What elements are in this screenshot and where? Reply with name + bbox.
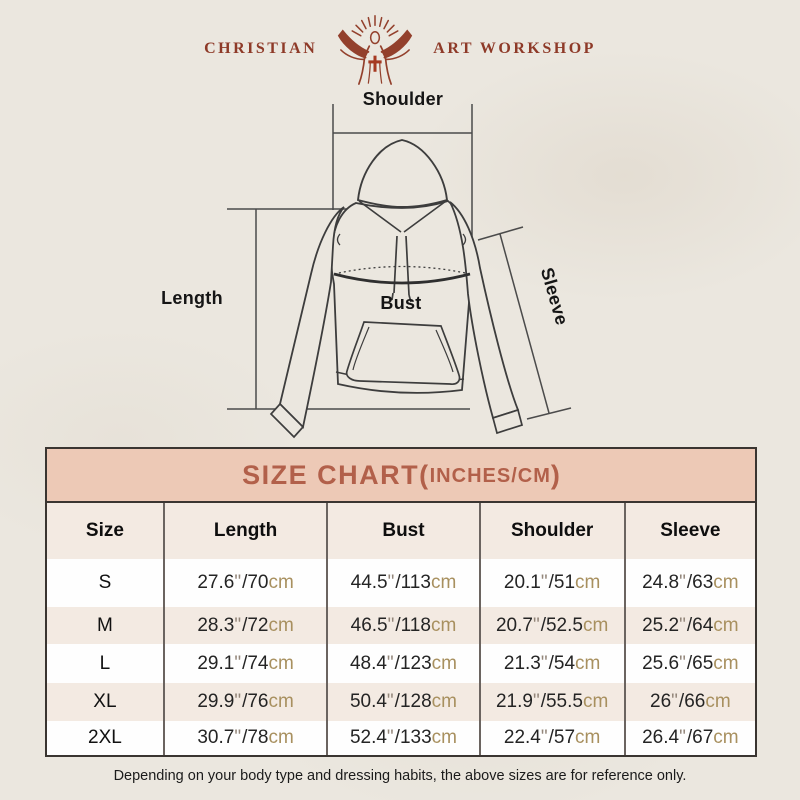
cell-shoulder: 21.3"/54cm (479, 644, 626, 683)
seam-curls (336, 233, 467, 246)
cell-size: 2XL (47, 721, 165, 755)
cell-bust: 52.4"/133cm (327, 721, 481, 755)
left-sleeve (279, 206, 345, 429)
cell-sleeve: 25.2"/64cm (642, 614, 739, 636)
table-row: 2XL 30.7"/78cm 52.4"/133cm 22.4"/57cm 26.4"/… (47, 721, 755, 755)
jesus-figure-icon (338, 15, 413, 85)
cell-shoulder: 21.9"/55.5cm (479, 683, 626, 721)
hoodie-measurement-diagram: Shoulder Length Bust Sleeve (0, 88, 800, 448)
col-header-sleeve: Sleeve (660, 520, 721, 541)
logo-text-right: ART WORKSHOP (433, 40, 596, 57)
table-row: XL 29.9"/76cm 50.4"/128cm 21.9"/55.5cm 26"/6… (47, 683, 755, 721)
length-label: Length (161, 288, 223, 308)
cell-shoulder: 22.4"/57cm (479, 721, 626, 755)
cell-bust: 50.4"/128cm (327, 683, 481, 721)
table-row: M 28.3"/72cm 46.5"/118cm 20.7"/52.5cm 25.2"/… (47, 607, 755, 644)
size-chart-title: SIZE CHART( INCHES/CM ) (47, 449, 755, 503)
cell-size: L (47, 644, 165, 683)
drawstrings (391, 235, 412, 303)
col-header-bust: Bust (327, 503, 481, 559)
logo-text-left: CHRISTIAN (204, 40, 318, 57)
cell-length: 30.7"/78cm (163, 721, 329, 755)
cell-length: 29.9"/76cm (163, 683, 329, 721)
title-main: SIZE CHART( (242, 459, 430, 490)
cell-size: M (47, 607, 165, 644)
cell-sleeve: 24.8"/63cm (642, 572, 739, 593)
bust-label: Bust (380, 293, 422, 313)
size-table-body: S 27.6"/70cm 44.5"/113cm 20.1"/51cm 24.8"/63… (47, 559, 755, 755)
title-close: ) (550, 459, 560, 490)
cell-size: XL (47, 683, 165, 721)
table-row: S 27.6"/70cm 44.5"/113cm 20.1"/51cm 24.8"/63… (47, 559, 755, 607)
bust-line-solid (333, 272, 471, 285)
cell-sleeve: 26.4"/67cm (642, 727, 739, 748)
col-header-shoulder: Shoulder (479, 503, 626, 559)
cross-icon (368, 55, 382, 72)
bust-line-dashed (333, 265, 471, 275)
brand-logo: CHRISTIAN (0, 12, 800, 86)
cell-bust: 44.5"/113cm (327, 559, 481, 607)
header-row: Size Length Bust Shoulder Sleeve (47, 503, 755, 559)
kangaroo-pocket (345, 321, 461, 385)
size-chart-box: SIZE CHART( INCHES/CM ) Size Length Bust… (45, 447, 757, 757)
footnote: Depending on your body type and dressing… (113, 768, 687, 784)
size-table: Size Length Bust Shoulder Sleeve S 27.6"/… (47, 503, 755, 755)
col-header-size: Size (47, 503, 165, 559)
shoulder-label: Shoulder (362, 89, 444, 109)
table-row: L 29.1"/74cm 48.4"/123cm 21.3"/54cm 25.6"/65… (47, 644, 755, 683)
col-header-length: Length (163, 503, 329, 559)
left-cuff (269, 402, 305, 439)
cell-sleeve: 25.6"/65cm (642, 652, 739, 674)
cell-length: 27.6"/70cm (163, 559, 329, 607)
cell-bust: 46.5"/118cm (327, 607, 481, 644)
cell-shoulder: 20.7"/52.5cm (479, 607, 626, 644)
hoodie-line-art (227, 104, 572, 439)
cell-length: 28.3"/72cm (163, 607, 329, 644)
hood-opening (358, 200, 447, 233)
cell-size: S (47, 559, 165, 607)
cell-length: 29.1"/74cm (163, 644, 329, 683)
cell-shoulder: 20.1"/51cm (479, 559, 626, 607)
dimension-lines (227, 104, 572, 420)
cell-bust: 48.4"/123cm (327, 644, 481, 683)
cell-sleeve: 26"/66cm (650, 691, 731, 712)
title-units: INCHES/CM (429, 465, 551, 487)
right-cuff (491, 408, 524, 435)
pocket-stitching (352, 326, 454, 373)
hood (356, 139, 449, 208)
